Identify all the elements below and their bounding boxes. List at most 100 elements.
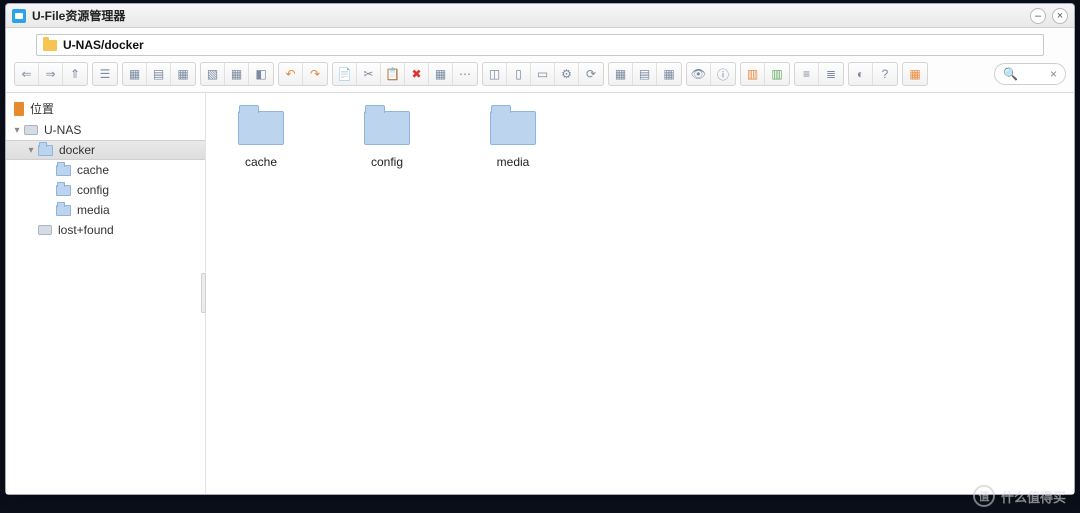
tree-item-lostfound[interactable]: lost+found [6,220,205,240]
window-controls: – × [1030,8,1068,24]
search-icon: 🔍 [1003,67,1018,81]
folder-label: cache [245,155,277,169]
search-box[interactable]: 🔍 × [994,63,1066,85]
tree-root-label: U-NAS [44,123,81,137]
places-label: 位置 [30,100,54,117]
toolbar-button[interactable]: ≡ [795,63,819,85]
toolbar-button[interactable]: ▥ [741,63,765,85]
folder-icon [56,165,71,176]
folder-icon [56,185,71,196]
toolbar-group: 👁ⓘ [686,62,736,86]
folder-icon [490,111,536,145]
toolbar-button[interactable]: ✂ [357,63,381,85]
toolbar-button[interactable]: ✖ [405,63,429,85]
toolbar-group: ◫▯▭⚙⟳ [482,62,604,86]
watermark-badge: 值 [973,485,995,507]
search-clear-icon[interactable]: × [1050,67,1057,81]
spacer [44,165,54,176]
tree-item-label: config [77,183,109,197]
toolbar-button[interactable]: ⇑ [63,63,87,85]
tree-item-label: lost+found [58,223,114,237]
toolbar-button[interactable]: ▭ [531,63,555,85]
toolbar-button[interactable]: ⋯ [453,63,477,85]
toolbar-button[interactable]: ◫ [483,63,507,85]
places-icon [14,102,24,116]
toolbar: ⇐⇒⇑☰▦▤▦▧▦◧↶↷📄✂📋✖▦⋯◫▯▭⚙⟳▦▤▦👁ⓘ▥▥≡≣◐?▦ 🔍 × [6,60,1074,92]
window-title: U-File资源管理器 [32,7,125,24]
app-icon [12,9,26,23]
toolbar-group: ▧▦◧ [200,62,274,86]
toolbar-button[interactable]: ▦ [903,63,927,85]
tree-root[interactable]: ▾ U-NAS [6,120,205,140]
places-header: 位置 [6,97,205,120]
toolbar-button[interactable]: ▦ [225,63,249,85]
toolbar-button[interactable]: ⚙ [555,63,579,85]
close-button[interactable]: × [1052,8,1068,24]
sidebar-resize-handle[interactable] [201,273,206,313]
spacer [44,205,54,216]
toolbar-group: ▥▥ [740,62,790,86]
toolbar-button[interactable]: ◐ [849,63,873,85]
folder-icon [38,145,53,156]
disk-icon [24,125,38,135]
toolbar-button[interactable]: ▧ [201,63,225,85]
folder-label: media [497,155,530,169]
folder-item[interactable]: media [478,103,548,169]
toolbar-button[interactable]: ↶ [279,63,303,85]
toolbar-group: ↶↷ [278,62,328,86]
tree-item-label: docker [59,143,95,157]
expand-icon[interactable]: ▾ [26,145,36,156]
toolbar-button[interactable]: ☰ [93,63,117,85]
toolbar-group: 📄✂📋✖▦⋯ [332,62,478,86]
expand-icon[interactable]: ▾ [12,125,22,136]
toolbar-button[interactable]: ⟳ [579,63,603,85]
toolbar-button[interactable]: ◧ [249,63,273,85]
tree-item-label: cache [77,163,109,177]
toolbar-button[interactable]: ▤ [147,63,171,85]
folder-icon [238,111,284,145]
toolbar-button[interactable]: ▦ [171,63,195,85]
watermark-text: 什么值得买 [1001,487,1066,506]
path-folder-icon [43,40,57,51]
toolbar-button[interactable]: ▦ [657,63,681,85]
toolbar-button[interactable]: ⇒ [39,63,63,85]
toolbar-group: ☰ [92,62,118,86]
toolbar-button[interactable]: ≣ [819,63,843,85]
spacer [44,185,54,196]
tree-item[interactable]: config [6,180,205,200]
toolbar-button[interactable]: 👁 [687,63,711,85]
toolbar-button[interactable]: ⇐ [15,63,39,85]
toolbar-button[interactable]: ↷ [303,63,327,85]
toolbar-button[interactable]: 📋 [381,63,405,85]
tree-item-docker[interactable]: ▾ docker [6,140,205,160]
toolbar-button[interactable]: ▦ [429,63,453,85]
spacer [26,225,36,236]
toolbar-button[interactable]: ▥ [765,63,789,85]
toolbar-group: ⇐⇒⇑ [14,62,88,86]
toolbar-button[interactable]: ▦ [609,63,633,85]
toolbar-group: ◐? [848,62,898,86]
toolbar-button[interactable]: ▯ [507,63,531,85]
disk-icon [38,225,52,235]
toolbar-button[interactable]: 📄 [333,63,357,85]
toolbar-group: ▦ [902,62,928,86]
toolbar-group: ▦▤▦ [122,62,196,86]
folder-item[interactable]: config [352,103,422,169]
content-pane[interactable]: cache config media [206,93,1074,494]
toolbar-button[interactable]: ? [873,63,897,85]
titlebar[interactable]: U-File资源管理器 – × [6,4,1074,28]
folder-icon [56,205,71,216]
tree-item[interactable]: cache [6,160,205,180]
addressbar[interactable]: U-NAS/docker [36,34,1044,56]
folder-item[interactable]: cache [226,103,296,169]
minimize-button[interactable]: – [1030,8,1046,24]
tree-item-label: media [77,203,110,217]
sidebar: 位置 ▾ U-NAS ▾ docker cache config media l… [6,93,206,494]
tree-item[interactable]: media [6,200,205,220]
toolbar-button[interactable]: ▦ [123,63,147,85]
addressbar-row: U-NAS/docker [6,28,1074,60]
toolbar-button[interactable]: ▤ [633,63,657,85]
toolbar-group: ▦▤▦ [608,62,682,86]
toolbar-button[interactable]: ⓘ [711,63,735,85]
path-text: U-NAS/docker [63,38,144,52]
